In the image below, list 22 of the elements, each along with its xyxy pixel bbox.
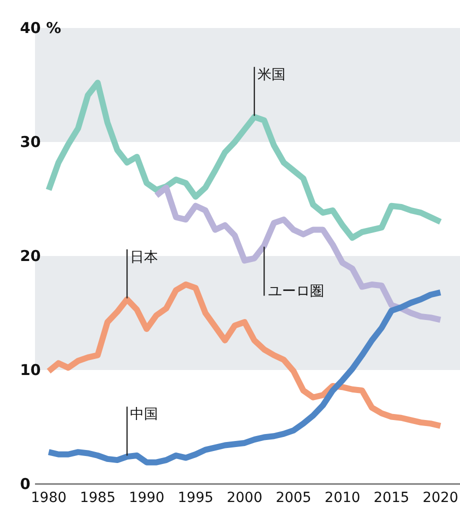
note-leader: 米国 [254,66,286,116]
y-tick-label: 20 [20,247,41,265]
x-tick-label: 2000 [226,490,262,506]
annotation: 中国 [130,406,158,423]
x-tick-label: 1990 [128,490,164,506]
y-tick-label: 10 [20,361,41,379]
x-tick-label: 2020 [422,490,458,506]
x-tick-label: 1980 [30,490,67,506]
annotation: 米国 [257,66,286,83]
y-tick-label: 0 [20,475,30,493]
x-tick-label: 2005 [276,490,312,506]
annotation: ユーロ圏 [268,284,324,300]
x-tick-label: 2010 [324,490,360,506]
x-tick-label: 1985 [80,490,116,506]
note-leader: 日本 [126,249,158,298]
y-tick-label: 40 % [20,19,62,37]
y-tick-label: 30 [20,133,41,151]
annotation: 日本 [130,249,158,266]
x-tick-label: 2015 [374,490,410,506]
x-tick-label: 1995 [178,490,214,506]
note-leader: ユーロ圏 [264,246,324,300]
note-leader: 中国 [126,406,158,456]
